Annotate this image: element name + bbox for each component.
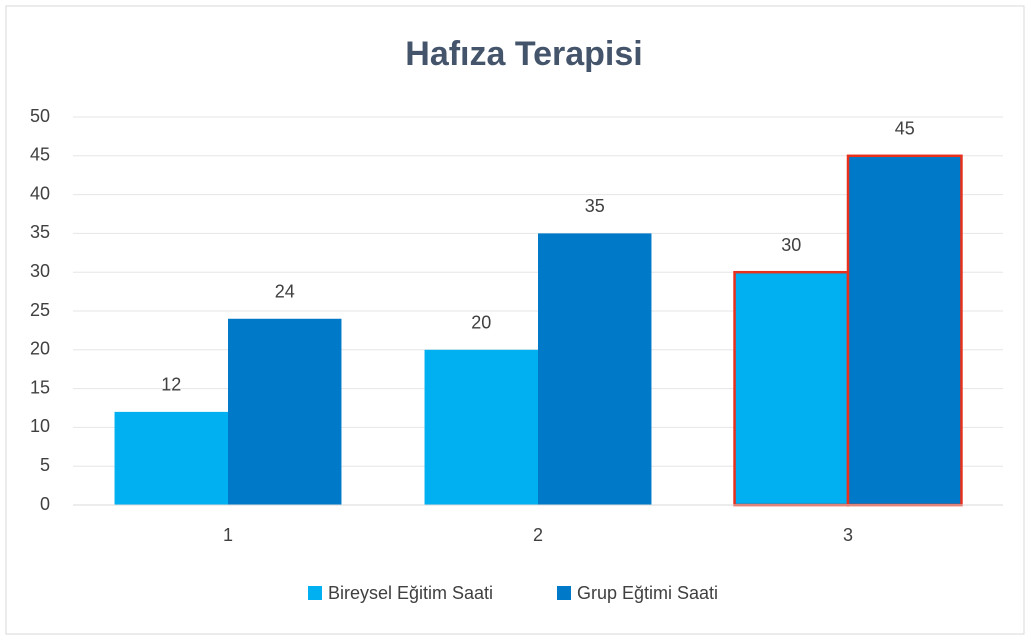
legend-label: Grup Eğtimi Saati bbox=[577, 583, 718, 603]
y-tick-label: 5 bbox=[40, 455, 50, 475]
legend-swatch bbox=[308, 586, 322, 600]
value-label: 45 bbox=[895, 119, 915, 139]
y-tick-label: 15 bbox=[30, 377, 50, 397]
value-label: 24 bbox=[275, 282, 295, 302]
value-label: 20 bbox=[471, 313, 491, 333]
bar bbox=[114, 411, 228, 505]
bar bbox=[424, 349, 538, 505]
y-tick-label: 35 bbox=[30, 222, 50, 242]
value-label: 30 bbox=[781, 235, 801, 255]
bar bbox=[846, 154, 963, 507]
y-tick-label: 50 bbox=[30, 106, 50, 126]
value-label: 12 bbox=[161, 375, 181, 395]
y-tick-label: 10 bbox=[30, 416, 50, 436]
bar bbox=[733, 270, 850, 507]
legend-swatch bbox=[557, 586, 571, 600]
bar bbox=[228, 318, 342, 505]
x-tick-label: 1 bbox=[223, 525, 233, 545]
y-tick-label: 30 bbox=[30, 261, 50, 281]
y-tick-label: 25 bbox=[30, 300, 50, 320]
y-tick-label: 40 bbox=[30, 183, 50, 203]
y-tick-label: 0 bbox=[40, 494, 50, 514]
legend-label: Bireysel Eğitim Saati bbox=[328, 583, 493, 603]
y-tick-label: 45 bbox=[30, 145, 50, 165]
y-tick-label: 20 bbox=[30, 339, 50, 359]
bar bbox=[538, 233, 652, 505]
x-tick-label: 3 bbox=[843, 525, 853, 545]
chart-title: Hafıza Terapisi bbox=[405, 35, 642, 73]
x-tick-label: 2 bbox=[533, 525, 543, 545]
value-label: 35 bbox=[585, 196, 605, 216]
